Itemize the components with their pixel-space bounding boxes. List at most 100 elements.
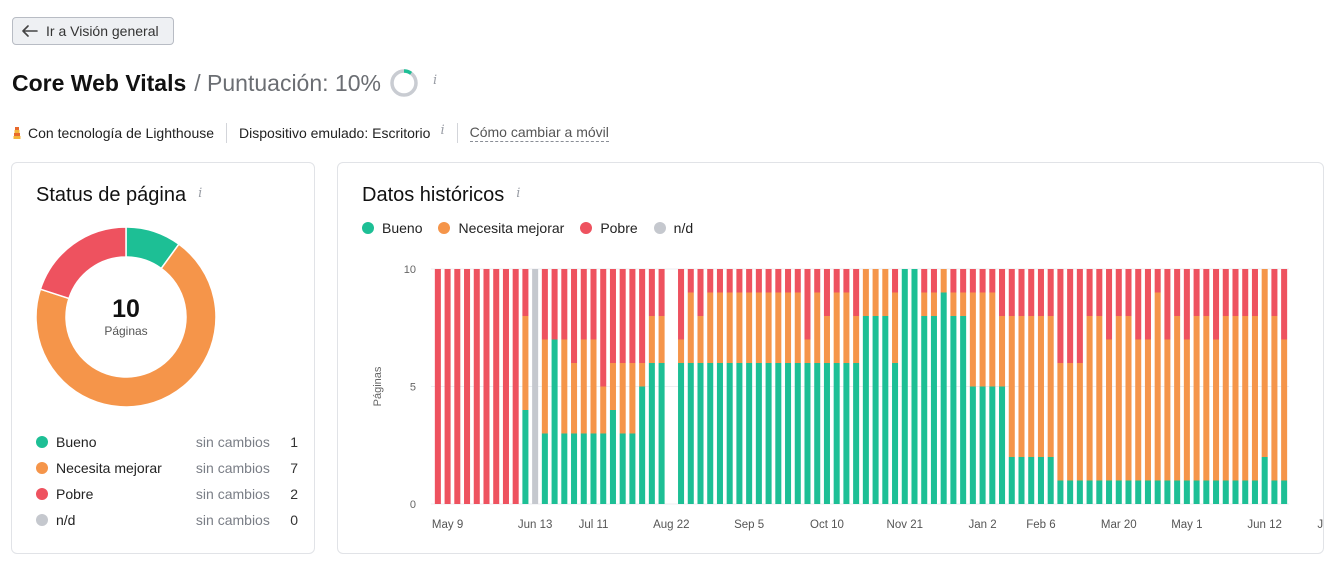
bar-segment-necesita-mejorar[interactable] bbox=[1047, 316, 1054, 457]
bar-segment-bueno[interactable] bbox=[979, 386, 986, 505]
bar-segment-necesita-mejorar[interactable] bbox=[1028, 316, 1035, 457]
bar-segment-bueno[interactable] bbox=[600, 433, 607, 505]
bar-segment-bueno[interactable] bbox=[882, 316, 889, 504]
bar-segment-bueno[interactable] bbox=[1232, 480, 1239, 505]
bar-segment-necesita-mejorar[interactable] bbox=[707, 292, 714, 364]
bar-segment-bueno[interactable] bbox=[823, 363, 830, 504]
donut-slice-pobre[interactable] bbox=[39, 226, 127, 300]
bar-segment-bueno[interactable] bbox=[609, 410, 616, 504]
bar-segment-pobre[interactable] bbox=[804, 269, 811, 340]
bar-segment-bueno[interactable] bbox=[785, 363, 792, 504]
bar-segment-bueno[interactable] bbox=[1271, 480, 1278, 505]
bar-segment-bueno[interactable] bbox=[580, 433, 587, 505]
bar-segment-bueno[interactable] bbox=[1106, 480, 1113, 505]
bar-segment-bueno[interactable] bbox=[658, 363, 665, 504]
bar-segment-necesita-mejorar[interactable] bbox=[1018, 316, 1025, 457]
bar-segment-pobre[interactable] bbox=[580, 269, 587, 340]
bar-segment-pobre[interactable] bbox=[493, 269, 500, 504]
bar-segment-bueno[interactable] bbox=[726, 363, 733, 504]
bar-segment-necesita-mejorar[interactable] bbox=[833, 292, 840, 364]
back-to-overview-button[interactable]: Ir a Visión general bbox=[12, 17, 174, 45]
bar-segment-bueno[interactable] bbox=[716, 363, 723, 504]
bar-segment-pobre[interactable] bbox=[716, 269, 723, 293]
bar-segment-necesita-mejorar[interactable] bbox=[755, 292, 762, 364]
bar-segment-bueno[interactable] bbox=[1144, 480, 1151, 505]
bar-segment-necesita-mejorar[interactable] bbox=[853, 316, 860, 363]
bar-segment-n-d[interactable] bbox=[532, 269, 539, 504]
bar-segment-necesita-mejorar[interactable] bbox=[629, 363, 636, 434]
bar-segment-pobre[interactable] bbox=[473, 269, 480, 504]
bar-segment-bueno[interactable] bbox=[999, 386, 1006, 505]
bar-segment-pobre[interactable] bbox=[1281, 269, 1288, 340]
bar-segment-pobre[interactable] bbox=[1183, 269, 1190, 340]
switch-to-mobile-link[interactable]: Cómo cambiar a móvil bbox=[469, 124, 609, 142]
bar-segment-necesita-mejorar[interactable] bbox=[1135, 339, 1142, 481]
bar-segment-pobre[interactable] bbox=[1213, 269, 1220, 340]
bar-segment-necesita-mejorar[interactable] bbox=[921, 292, 928, 317]
bar-segment-pobre[interactable] bbox=[1222, 269, 1229, 316]
bar-segment-necesita-mejorar[interactable] bbox=[716, 292, 723, 364]
bar-segment-bueno[interactable] bbox=[697, 363, 704, 504]
bar-segment-bueno[interactable] bbox=[746, 363, 753, 504]
bar-segment-bueno[interactable] bbox=[1261, 457, 1268, 504]
bar-segment-pobre[interactable] bbox=[687, 269, 694, 293]
bar-segment-necesita-mejorar[interactable] bbox=[1076, 363, 1083, 481]
bar-segment-necesita-mejorar[interactable] bbox=[1067, 363, 1074, 481]
bar-segment-necesita-mejorar[interactable] bbox=[1183, 339, 1190, 481]
bar-segment-bueno[interactable] bbox=[1057, 480, 1064, 505]
bar-segment-bueno[interactable] bbox=[892, 363, 899, 504]
bar-segment-necesita-mejorar[interactable] bbox=[979, 292, 986, 387]
bar-segment-pobre[interactable] bbox=[648, 269, 655, 316]
bar-segment-bueno[interactable] bbox=[1067, 480, 1074, 505]
bar-segment-pobre[interactable] bbox=[1203, 269, 1210, 316]
bar-segment-pobre[interactable] bbox=[775, 269, 782, 293]
bar-segment-bueno[interactable] bbox=[1222, 480, 1229, 505]
score-info-icon[interactable]: i bbox=[432, 72, 438, 88]
bar-segment-bueno[interactable] bbox=[551, 339, 558, 505]
bar-segment-necesita-mejorar[interactable] bbox=[1115, 316, 1122, 481]
bar-segment-pobre[interactable] bbox=[1008, 269, 1015, 316]
bar-segment-bueno[interactable] bbox=[590, 433, 597, 505]
bar-segment-necesita-mejorar[interactable] bbox=[930, 292, 937, 317]
bar-segment-necesita-mejorar[interactable] bbox=[541, 339, 548, 434]
bar-segment-pobre[interactable] bbox=[1067, 269, 1074, 363]
bar-segment-necesita-mejorar[interactable] bbox=[678, 339, 685, 364]
bar-segment-pobre[interactable] bbox=[1242, 269, 1249, 316]
bar-segment-necesita-mejorar[interactable] bbox=[1271, 316, 1278, 481]
bar-segment-pobre[interactable] bbox=[794, 269, 801, 293]
bar-segment-pobre[interactable] bbox=[843, 269, 850, 293]
bar-segment-pobre[interactable] bbox=[1193, 269, 1200, 316]
bar-segment-necesita-mejorar[interactable] bbox=[571, 363, 578, 434]
bar-segment-pobre[interactable] bbox=[892, 269, 899, 293]
bar-segment-bueno[interactable] bbox=[1018, 457, 1025, 504]
bar-segment-bueno[interactable] bbox=[687, 363, 694, 504]
bar-segment-pobre[interactable] bbox=[921, 269, 928, 293]
bar-segment-pobre[interactable] bbox=[444, 269, 451, 504]
bar-segment-pobre[interactable] bbox=[678, 269, 685, 340]
bar-segment-necesita-mejorar[interactable] bbox=[1174, 316, 1181, 481]
bar-segment-pobre[interactable] bbox=[1057, 269, 1064, 363]
bar-segment-pobre[interactable] bbox=[755, 269, 762, 293]
bar-segment-bueno[interactable] bbox=[1047, 457, 1054, 504]
bar-segment-bueno[interactable] bbox=[940, 292, 947, 505]
bar-segment-necesita-mejorar[interactable] bbox=[590, 339, 597, 434]
bar-segment-necesita-mejorar[interactable] bbox=[969, 292, 976, 387]
legend-item-poor[interactable]: Pobre bbox=[580, 220, 638, 236]
bar-segment-necesita-mejorar[interactable] bbox=[794, 292, 801, 364]
bar-segment-pobre[interactable] bbox=[541, 269, 548, 340]
bar-segment-necesita-mejorar[interactable] bbox=[804, 339, 811, 364]
bar-segment-pobre[interactable] bbox=[1096, 269, 1103, 316]
bar-segment-pobre[interactable] bbox=[765, 269, 772, 293]
bar-segment-pobre[interactable] bbox=[1232, 269, 1239, 316]
status-item-na[interactable]: n/d sin cambios 0 bbox=[36, 507, 298, 533]
bar-segment-pobre[interactable] bbox=[785, 269, 792, 293]
bar-segment-pobre[interactable] bbox=[454, 269, 461, 504]
bar-segment-pobre[interactable] bbox=[736, 269, 743, 293]
bar-segment-pobre[interactable] bbox=[483, 269, 490, 504]
bar-segment-pobre[interactable] bbox=[930, 269, 937, 293]
bar-segment-pobre[interactable] bbox=[502, 269, 509, 504]
bar-segment-bueno[interactable] bbox=[960, 316, 967, 504]
bar-segment-bueno[interactable] bbox=[1086, 480, 1093, 505]
bar-segment-pobre[interactable] bbox=[814, 269, 821, 293]
bar-segment-necesita-mejorar[interactable] bbox=[940, 269, 947, 293]
